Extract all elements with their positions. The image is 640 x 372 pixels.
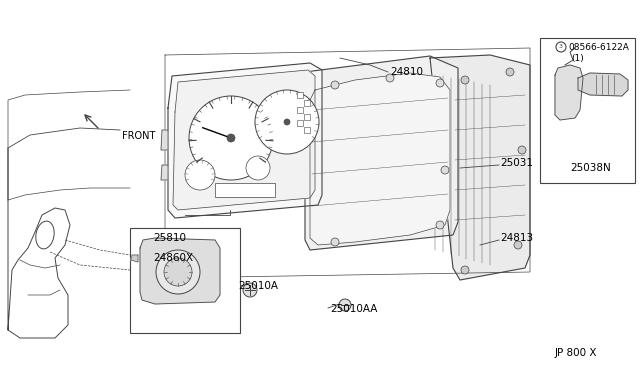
Polygon shape xyxy=(161,130,168,150)
Polygon shape xyxy=(578,73,628,96)
Text: 25038N: 25038N xyxy=(570,163,611,173)
Text: 08566-6122A: 08566-6122A xyxy=(568,42,629,51)
Text: 3: 3 xyxy=(559,45,563,49)
Text: 25010AA: 25010AA xyxy=(330,304,378,314)
Bar xyxy=(540,38,635,183)
Circle shape xyxy=(331,238,339,246)
Bar xyxy=(304,114,310,120)
Circle shape xyxy=(441,166,449,174)
Text: (1): (1) xyxy=(571,55,584,64)
Circle shape xyxy=(518,146,526,154)
Text: 24810: 24810 xyxy=(390,67,423,77)
Circle shape xyxy=(436,79,444,87)
Bar xyxy=(304,100,310,106)
Circle shape xyxy=(243,283,257,297)
Polygon shape xyxy=(131,255,138,262)
Text: 24860X: 24860X xyxy=(153,253,193,263)
Bar xyxy=(297,92,303,98)
Polygon shape xyxy=(173,70,315,210)
Text: 25810: 25810 xyxy=(153,233,186,243)
Bar xyxy=(297,107,303,113)
Polygon shape xyxy=(140,238,220,304)
Circle shape xyxy=(156,250,200,294)
Circle shape xyxy=(436,221,444,229)
Circle shape xyxy=(227,134,235,142)
Circle shape xyxy=(284,119,290,125)
Circle shape xyxy=(461,266,469,274)
Circle shape xyxy=(514,241,522,249)
Circle shape xyxy=(339,299,351,311)
Circle shape xyxy=(164,258,192,286)
Text: 25010A: 25010A xyxy=(238,281,278,291)
Polygon shape xyxy=(555,65,583,120)
Circle shape xyxy=(506,68,514,76)
Polygon shape xyxy=(161,165,168,180)
Circle shape xyxy=(189,96,273,180)
Text: FRONT: FRONT xyxy=(122,131,156,141)
Text: 25031: 25031 xyxy=(500,158,533,168)
Polygon shape xyxy=(310,73,450,245)
Circle shape xyxy=(461,76,469,84)
Text: 24813: 24813 xyxy=(500,233,533,243)
Circle shape xyxy=(556,42,566,52)
Circle shape xyxy=(331,81,339,89)
Text: JP 800 X: JP 800 X xyxy=(555,348,598,358)
Bar xyxy=(304,127,310,133)
Circle shape xyxy=(185,160,215,190)
Bar xyxy=(297,120,303,126)
Circle shape xyxy=(246,156,270,180)
Circle shape xyxy=(255,90,319,154)
Polygon shape xyxy=(305,56,458,250)
Circle shape xyxy=(386,74,394,82)
Polygon shape xyxy=(430,55,530,280)
Bar xyxy=(130,228,240,333)
Polygon shape xyxy=(168,63,322,218)
Bar xyxy=(215,183,275,197)
